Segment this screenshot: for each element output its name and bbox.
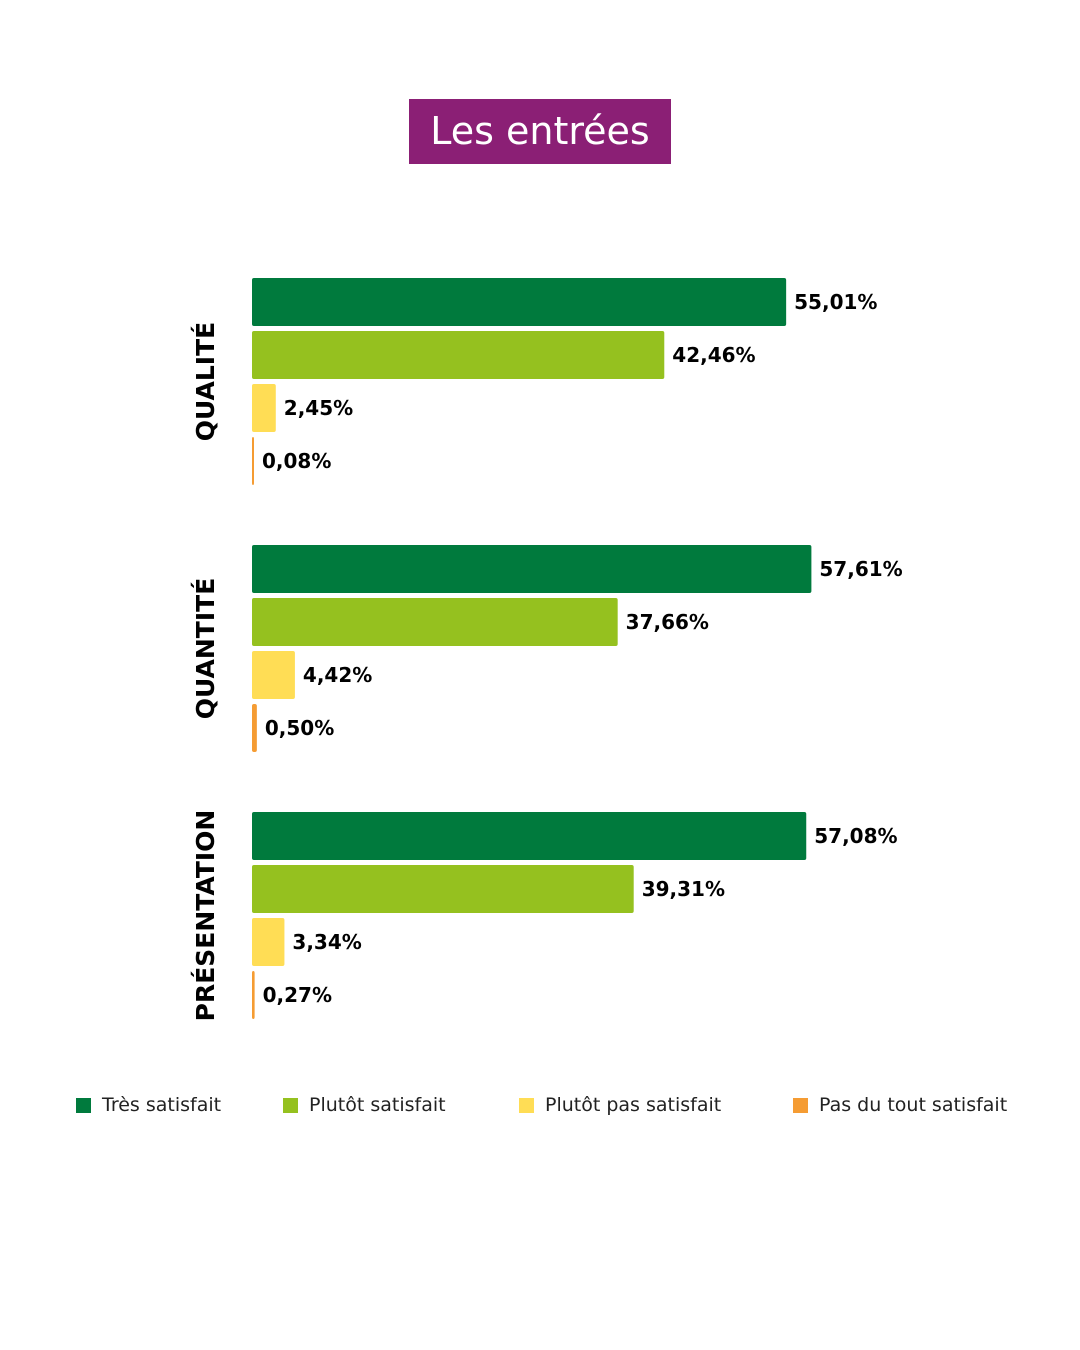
legend-swatch-pas-du-tout-satisfait [793, 1097, 808, 1113]
bar-quantite-tres-satisfait [252, 545, 812, 593]
category-label-qualite: QUALITÉ [191, 322, 220, 442]
bar-presentation-plutot-pas-satisfait [252, 918, 285, 966]
legend-swatch-tres-satisfait [76, 1097, 91, 1113]
chart-title: Les entrées [409, 99, 671, 164]
bar-chart: QUALITÉ 55,01% 42,46% 2,45% 0,08% QUANTITÉ 57,… [191, 278, 903, 1022]
bar-qualite-tres-satisfait [252, 278, 787, 326]
legend-item-pas-du-tout-satisfait: Pas du tout satisfait [793, 1090, 1007, 1120]
value-label-presentation-tres-satisfait: 57,08% [814, 824, 897, 848]
legend-item-plutot-pas-satisfait: Plutôt pas satisfait [519, 1090, 721, 1120]
legend: Très satisfait Plutôt satisfait Plutôt p… [0, 1090, 1080, 1120]
legend-label-tres-satisfait: Très satisfait [102, 1094, 222, 1116]
value-label-quantite-plutot-satisfait: 37,66% [626, 610, 709, 634]
bar-quantite-plutot-satisfait [252, 598, 618, 646]
bar-presentation-tres-satisfait [252, 812, 807, 860]
value-label-qualite-plutot-satisfait: 42,46% [672, 343, 755, 367]
value-label-qualite-tres-satisfait: 55,01% [794, 290, 877, 314]
value-label-quantite-plutot-pas-satisfait: 4,42% [303, 663, 372, 687]
bar-qualite-plutot-satisfait [252, 331, 665, 379]
bar-quantite-plutot-pas-satisfait [252, 651, 295, 699]
value-label-qualite-pas-du-tout-satisfait: 0,08% [262, 449, 331, 473]
bar-presentation-pas-du-tout-satisfait [252, 971, 255, 1019]
legend-label-plutot-satisfait: Plutôt satisfait [309, 1094, 446, 1116]
value-label-quantite-pas-du-tout-satisfait: 0,50% [265, 716, 334, 740]
bar-qualite-plutot-pas-satisfait [252, 384, 276, 432]
legend-swatch-plutot-satisfait [283, 1097, 298, 1113]
bar-qualite-pas-du-tout-satisfait [252, 437, 254, 485]
category-label-presentation: PRÉSENTATION [191, 810, 220, 1022]
legend-item-plutot-satisfait: Plutôt satisfait [283, 1090, 446, 1120]
legend-item-tres-satisfait: Très satisfait [76, 1090, 221, 1120]
value-label-presentation-plutot-satisfait: 39,31% [642, 877, 725, 901]
bar-quantite-pas-du-tout-satisfait [252, 704, 257, 752]
value-label-presentation-plutot-pas-satisfait: 3,34% [292, 930, 361, 954]
legend-label-plutot-pas-satisfait: Plutôt pas satisfait [545, 1094, 722, 1116]
legend-swatch-plutot-pas-satisfait [519, 1097, 534, 1113]
value-label-quantite-tres-satisfait: 57,61% [819, 557, 902, 581]
value-label-presentation-pas-du-tout-satisfait: 0,27% [263, 983, 332, 1007]
legend-label-pas-du-tout-satisfait: Pas du tout satisfait [819, 1094, 1008, 1116]
value-label-qualite-plutot-pas-satisfait: 2,45% [284, 396, 353, 420]
category-label-quantite: QUANTITÉ [191, 578, 220, 720]
bar-presentation-plutot-satisfait [252, 865, 634, 913]
